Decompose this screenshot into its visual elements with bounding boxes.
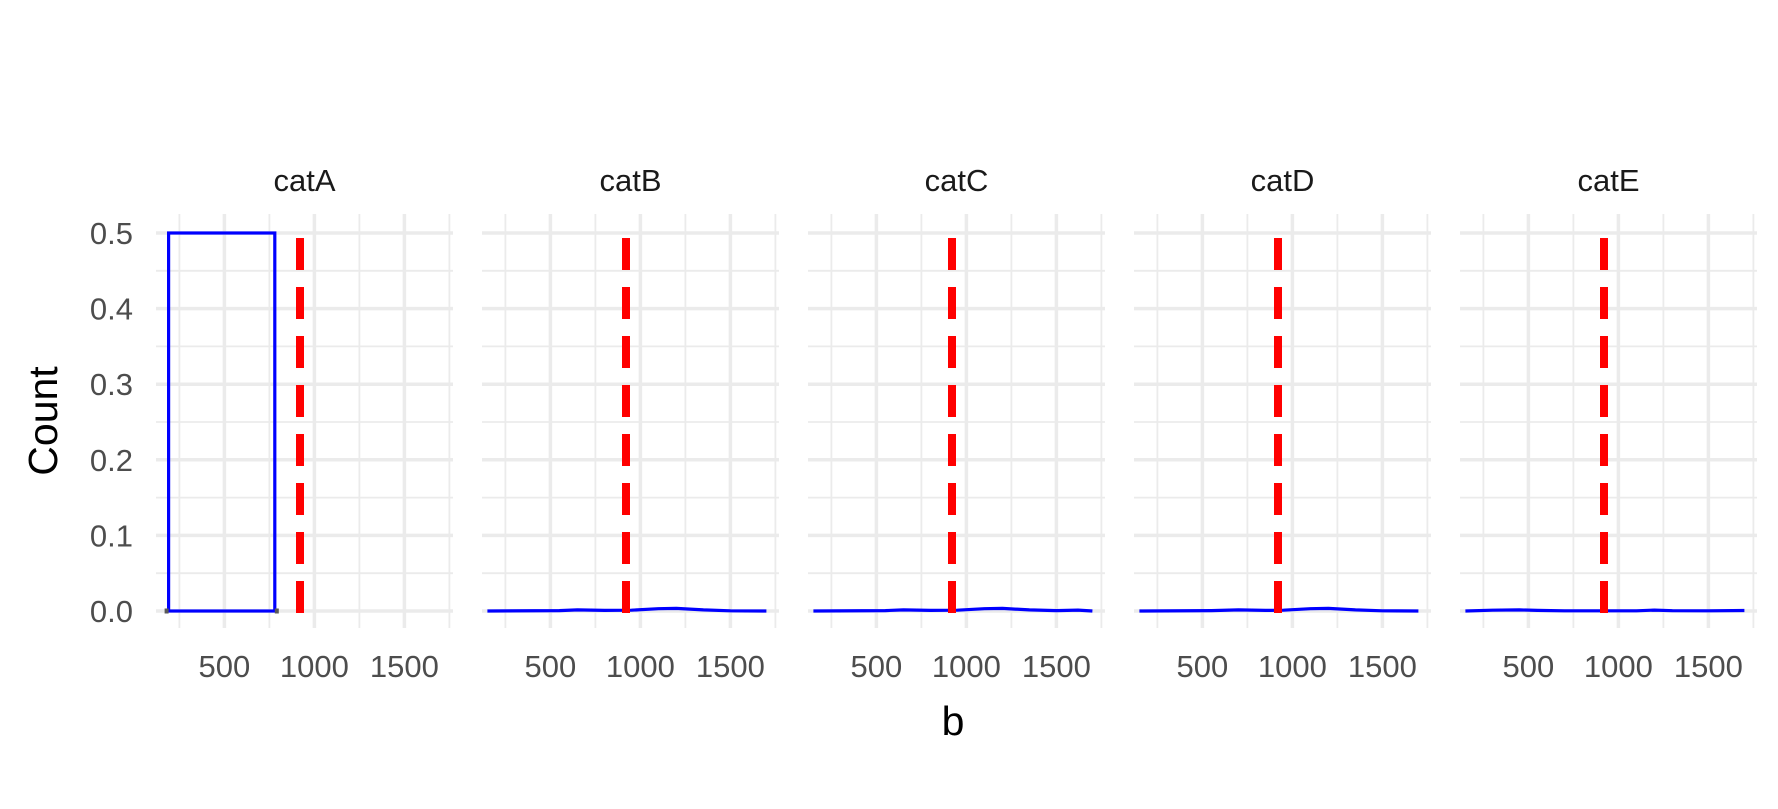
y-tick-label: 0.2 — [90, 443, 133, 478]
x-tick-label: 1500 — [696, 649, 765, 684]
facet-panels: catA 500 1000 1500 catB 500 1000 1500 catC 500 100… — [156, 163, 1757, 684]
facet-strip-label: catA — [273, 163, 335, 198]
x-tick-label: 500 — [1177, 649, 1229, 684]
x-tick-label: 1000 — [932, 649, 1001, 684]
y-tick-label: 0.0 — [90, 594, 133, 629]
x-tick-label: 1000 — [1258, 649, 1327, 684]
x-tick-label: 500 — [851, 649, 903, 684]
x-tick-label: 1500 — [1348, 649, 1417, 684]
y-tick-label: 0.5 — [90, 216, 133, 251]
histogram-outline — [1139, 606, 1419, 613]
facet-strip-label: catE — [1577, 163, 1639, 198]
histogram-bar — [167, 231, 277, 613]
x-tick-label: 1000 — [1584, 649, 1653, 684]
x-tick-label: 500 — [199, 649, 251, 684]
x-tick-label: 1500 — [1022, 649, 1091, 684]
facet-panel-catB: catB 500 1000 1500 — [482, 163, 779, 684]
x-tick-label: 500 — [1503, 649, 1555, 684]
y-tick-label: 0.1 — [90, 518, 133, 553]
x-tick-label: 500 — [525, 649, 577, 684]
y-axis: 0.0 0.1 0.2 0.3 0.4 0.5 — [90, 216, 133, 629]
x-tick-label: 1000 — [606, 649, 675, 684]
x-tick-label: 1500 — [1674, 649, 1743, 684]
x-tick-label: 1500 — [370, 649, 439, 684]
facet-strip-label: catB — [599, 163, 661, 198]
facet-strip-label: catC — [925, 163, 989, 198]
histogram-outline — [813, 606, 1093, 613]
facet-panel-catA: catA 500 1000 1500 — [156, 163, 453, 684]
facet-panel-catD: catD 500 1000 1500 — [1134, 163, 1431, 684]
x-tick-label: 1000 — [280, 649, 349, 684]
x-axis-title: b — [942, 698, 965, 744]
facet-strip-label: catD — [1251, 163, 1315, 198]
facet-panel-catE: catE 500 1000 1500 — [1460, 163, 1757, 684]
y-tick-label: 0.4 — [90, 292, 133, 327]
y-axis-title: Count — [20, 366, 66, 476]
histogram-outline — [487, 606, 767, 613]
facet-panel-catC: catC 500 1000 1500 — [808, 163, 1105, 684]
y-tick-label: 0.3 — [90, 367, 133, 402]
